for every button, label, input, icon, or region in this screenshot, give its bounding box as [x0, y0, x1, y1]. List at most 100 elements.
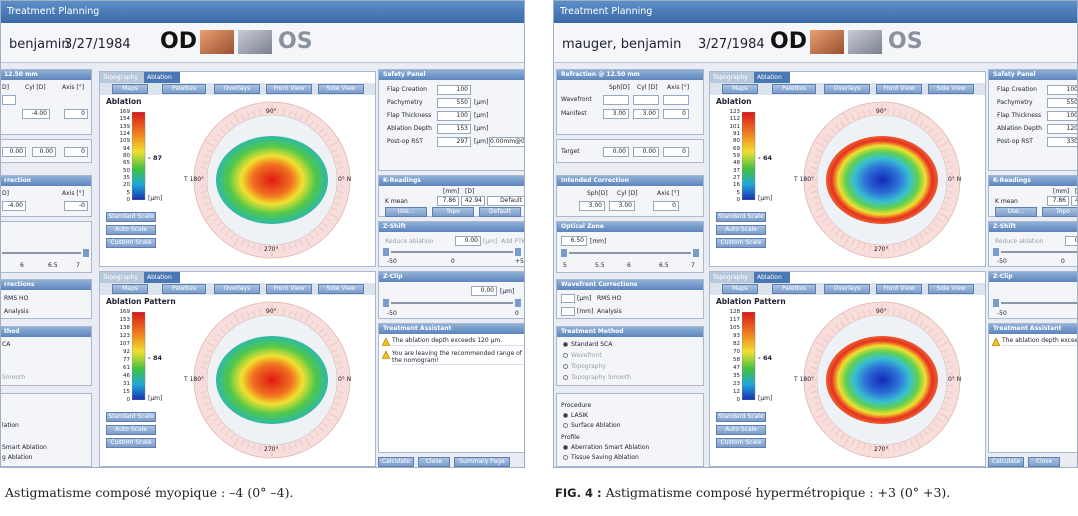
input-field[interactable]: 100	[437, 85, 471, 95]
button[interactable]: Front View	[266, 84, 312, 94]
input-field[interactable]: 100	[1047, 85, 1077, 95]
input-field[interactable]: -4.00	[22, 109, 50, 119]
button[interactable]: Overlays	[824, 84, 870, 94]
checkbox-field[interactable]	[561, 307, 575, 316]
input-field[interactable]: 0.00	[1065, 236, 1077, 246]
button[interactable]: Topo	[1042, 207, 1077, 217]
input-field[interactable]: 42.94	[1071, 196, 1077, 206]
slider-track[interactable]	[391, 302, 513, 304]
slider-track[interactable]	[1001, 302, 1077, 304]
button[interactable]: Calculate	[988, 457, 1024, 467]
slider-arrow[interactable]	[383, 299, 389, 307]
input-field[interactable]: 330	[1047, 137, 1077, 147]
tab-active[interactable]: Ablation	[754, 272, 790, 283]
button[interactable]: Custom Scale	[106, 438, 156, 448]
radio[interactable]	[563, 445, 568, 450]
button[interactable]: Maps	[722, 84, 758, 94]
button[interactable]: Custom Scale	[716, 438, 766, 448]
tab[interactable]: Topography	[100, 72, 144, 83]
button[interactable]: Auto Scale	[716, 425, 766, 435]
input-field[interactable]: -0	[64, 201, 88, 211]
button[interactable]: Use...	[385, 207, 427, 217]
input-field[interactable]: 3.00	[633, 109, 659, 119]
slider-arrow[interactable]	[993, 299, 999, 307]
button[interactable]: Summary Page	[454, 457, 510, 467]
radio[interactable]	[563, 342, 568, 347]
button[interactable]: Palettes	[162, 84, 206, 94]
input-field[interactable]: 3.00	[579, 201, 605, 211]
input-field[interactable]: 0.00	[32, 147, 56, 157]
slider-arrow[interactable]	[993, 248, 999, 256]
button[interactable]: Palettes	[772, 284, 816, 294]
tab[interactable]: Topography	[100, 272, 144, 283]
input-field[interactable]: 0	[64, 147, 88, 157]
button[interactable]: Standard Scale	[106, 412, 156, 422]
button[interactable]: Standard Scale	[716, 212, 766, 222]
tab-active[interactable]: Ablation	[754, 72, 790, 83]
input-field[interactable]: 0.00	[633, 147, 659, 157]
input-field[interactable]: 6.50	[561, 236, 587, 246]
input-field[interactable]: 0	[653, 201, 679, 211]
button[interactable]: Standard Scale	[716, 412, 766, 422]
input-field[interactable]: 0.00mm@0°	[489, 137, 525, 147]
input-field[interactable]: Default	[487, 196, 524, 206]
slider-track[interactable]	[1001, 251, 1077, 253]
slider-arrow[interactable]	[561, 249, 567, 257]
input-field[interactable]	[633, 95, 659, 105]
tab-active[interactable]: Ablation	[144, 272, 180, 283]
input-field[interactable]: 7.86	[1047, 196, 1069, 206]
button[interactable]: Auto Scale	[106, 425, 156, 435]
input-field[interactable]: 3.00	[609, 201, 635, 211]
button[interactable]: Maps	[722, 284, 758, 294]
input-field[interactable]: 7.86	[437, 196, 459, 206]
button[interactable]: Standard Scale	[106, 212, 156, 222]
radio[interactable]	[563, 375, 568, 380]
button[interactable]: Overlays	[824, 284, 870, 294]
button[interactable]: Side View	[928, 84, 974, 94]
input-field[interactable]: 153	[437, 124, 471, 134]
button[interactable]: Topo	[432, 207, 474, 217]
slider-arrow[interactable]	[693, 249, 699, 257]
radio[interactable]	[563, 364, 568, 369]
radio[interactable]	[563, 353, 568, 358]
button[interactable]: Overlays	[214, 284, 260, 294]
input-field[interactable]: 550	[1047, 98, 1077, 108]
button[interactable]: Default	[479, 207, 521, 217]
button[interactable]: Custom Scale	[716, 238, 766, 248]
button[interactable]: Auto Scale	[106, 225, 156, 235]
radio[interactable]	[563, 455, 568, 460]
input-field[interactable]: 120	[1047, 124, 1077, 134]
input-field[interactable]: 0.00	[2, 147, 26, 157]
tab[interactable]: Topography	[710, 272, 754, 283]
slider-track[interactable]	[2, 252, 81, 254]
input-field[interactable]: 3.00	[603, 109, 629, 119]
button[interactable]: Side View	[318, 284, 364, 294]
button[interactable]: Side View	[318, 84, 364, 94]
button[interactable]: Auto Scale	[716, 225, 766, 235]
input-field[interactable]	[663, 95, 689, 105]
input-field[interactable]: 0.00	[471, 286, 497, 296]
button[interactable]: Front View	[876, 284, 922, 294]
input-field[interactable]: 42.94	[461, 196, 485, 206]
checkbox-field[interactable]	[561, 294, 575, 303]
input-field[interactable]: 0.00	[603, 147, 629, 157]
button[interactable]: Close	[418, 457, 450, 467]
button[interactable]: Maps	[112, 84, 148, 94]
button[interactable]: Calculate	[378, 457, 414, 467]
input-field[interactable]: 0	[663, 147, 689, 157]
slider-track[interactable]	[391, 251, 513, 253]
slider-arrow[interactable]	[515, 299, 521, 307]
tab-active[interactable]: Ablation	[144, 72, 180, 83]
input-field[interactable]: 100	[1047, 111, 1077, 121]
slider-arrow[interactable]	[515, 248, 521, 256]
button[interactable]: Overlays	[214, 84, 260, 94]
button[interactable]: Use...	[995, 207, 1037, 217]
input-field[interactable]: 100	[437, 111, 471, 121]
input-field[interactable]: 0.00	[455, 236, 481, 246]
slider-arrow[interactable]	[383, 248, 389, 256]
input-field[interactable]: 550	[437, 98, 471, 108]
slider-track[interactable]	[569, 252, 691, 254]
button[interactable]: Palettes	[772, 84, 816, 94]
slider-arrow[interactable]	[83, 249, 89, 257]
tab[interactable]: Topography	[710, 72, 754, 83]
